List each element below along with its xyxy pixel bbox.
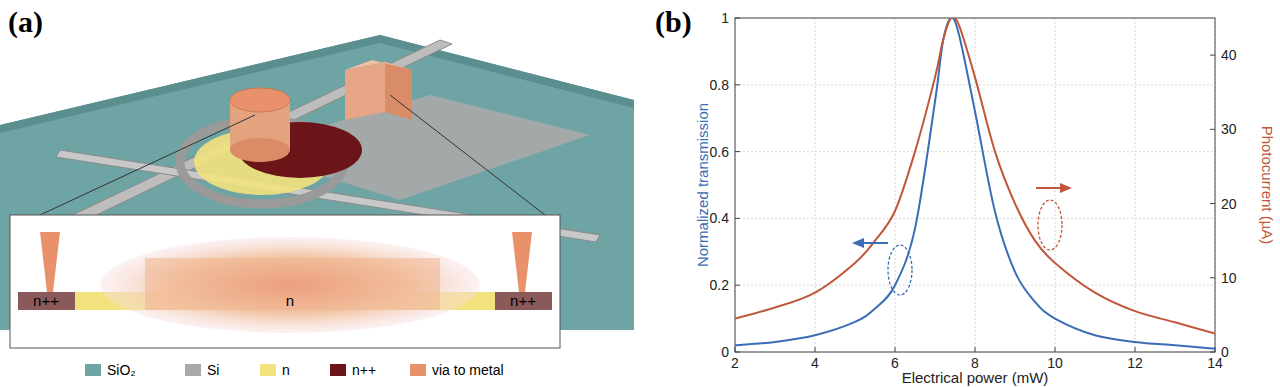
annotations <box>852 183 1072 295</box>
tick-x <box>815 347 816 352</box>
n-rib <box>145 258 440 310</box>
inset-label: n <box>286 292 294 309</box>
annotation-arrow <box>1036 187 1062 189</box>
legend-swatch <box>260 364 276 376</box>
tick-label-y2: 40 <box>1221 47 1237 63</box>
tick-label-y2: 10 <box>1221 270 1237 286</box>
callout-line <box>40 115 255 215</box>
y2-axis-label: Photocurrent (µA) <box>1259 126 1276 245</box>
via-disk-bottom <box>230 138 290 162</box>
tick-x <box>895 347 896 352</box>
y-axis-label: Normalized transmission <box>694 103 711 267</box>
tick-x <box>975 347 976 352</box>
annotation-arrowhead <box>1060 183 1072 193</box>
tick-y <box>735 285 740 286</box>
legend-label: n++ <box>352 362 376 378</box>
grid-y <box>735 218 1215 219</box>
grid-x <box>975 18 976 352</box>
via-box-front <box>345 62 385 120</box>
tick-x <box>1055 347 1056 352</box>
legend-label: via to metal <box>432 362 504 378</box>
tick-x <box>735 347 736 352</box>
via-right <box>512 232 532 292</box>
tick-label-y: 0.6 <box>710 144 730 160</box>
annotation-arrow <box>862 242 888 244</box>
data-group <box>735 18 1215 349</box>
grid-y <box>735 285 1215 286</box>
grid-y <box>735 151 1215 152</box>
x-axis-label: Electrical power (mW) <box>902 369 1049 386</box>
series-line <box>735 18 1215 333</box>
legend-swatch <box>410 364 426 376</box>
via-box-side <box>385 62 412 120</box>
tick-x <box>1135 347 1136 352</box>
grid-x <box>1055 18 1056 352</box>
via-left <box>40 232 60 292</box>
tick-label-x: 6 <box>891 355 899 371</box>
tick-label-y: 0.8 <box>710 77 730 93</box>
tick-y <box>735 151 740 152</box>
grid-x <box>815 18 816 352</box>
tick-y <box>735 18 740 19</box>
tick-y2 <box>1210 352 1215 353</box>
panel-b: 246810121400.20.40.60.81010203040Electri… <box>655 5 1276 386</box>
tick-label-x: 4 <box>811 355 819 371</box>
via-box-top <box>345 60 412 70</box>
npp-right <box>495 292 552 310</box>
figure: n++nn++SiO₂Sinn++via to metal(a)24681012… <box>0 0 1280 387</box>
tick-label-x: 2 <box>731 355 739 371</box>
tick-label-y: 1 <box>721 10 729 26</box>
tick-label-y: 0.4 <box>710 210 730 226</box>
tick-label-y2: 30 <box>1221 121 1237 137</box>
legend-swatch <box>185 364 201 376</box>
tick-y <box>735 218 740 219</box>
tick-y2 <box>1210 277 1215 278</box>
inset-box <box>10 215 560 348</box>
tick-y <box>735 352 740 353</box>
plot-frame <box>735 18 1215 352</box>
tick-label-y2: 20 <box>1221 196 1237 212</box>
callout-line <box>390 95 545 215</box>
legend-label: Si <box>207 362 219 378</box>
grid-y <box>735 84 1215 85</box>
tick-y2 <box>1210 55 1215 56</box>
tick-label-x: 10 <box>1047 355 1063 371</box>
tick-label-y: 0.2 <box>710 277 730 293</box>
legend-label: SiO₂ <box>107 362 136 378</box>
mode-profile <box>100 237 480 333</box>
panel-label: (a) <box>8 5 43 39</box>
legend-swatch <box>330 364 346 376</box>
legend-swatch <box>85 364 101 376</box>
inset-label: n++ <box>510 292 536 309</box>
tick-label-y: 0 <box>721 344 729 360</box>
tick-y <box>735 84 740 85</box>
panel-label: (b) <box>655 5 692 39</box>
panel-a: n++ n n++ SiO₂ Si n n++ via to metal (a) <box>0 5 634 378</box>
annotation-ellipse <box>1038 200 1062 250</box>
grid-x <box>1135 18 1136 352</box>
via-disk-top <box>230 88 290 112</box>
annotation-ellipse <box>888 245 912 295</box>
legend-label: n <box>282 362 290 378</box>
tick-label-y2: 0 <box>1221 344 1229 360</box>
annotation-arrowhead <box>852 238 864 248</box>
tick-y2 <box>1210 129 1215 130</box>
inset-label: n++ <box>33 292 59 309</box>
series-line <box>735 18 1215 349</box>
npp-left <box>18 292 75 310</box>
tick-label-x: 12 <box>1127 355 1143 371</box>
substrate-edge <box>0 35 634 133</box>
tick-y2 <box>1210 203 1215 204</box>
grid-x <box>895 18 896 352</box>
